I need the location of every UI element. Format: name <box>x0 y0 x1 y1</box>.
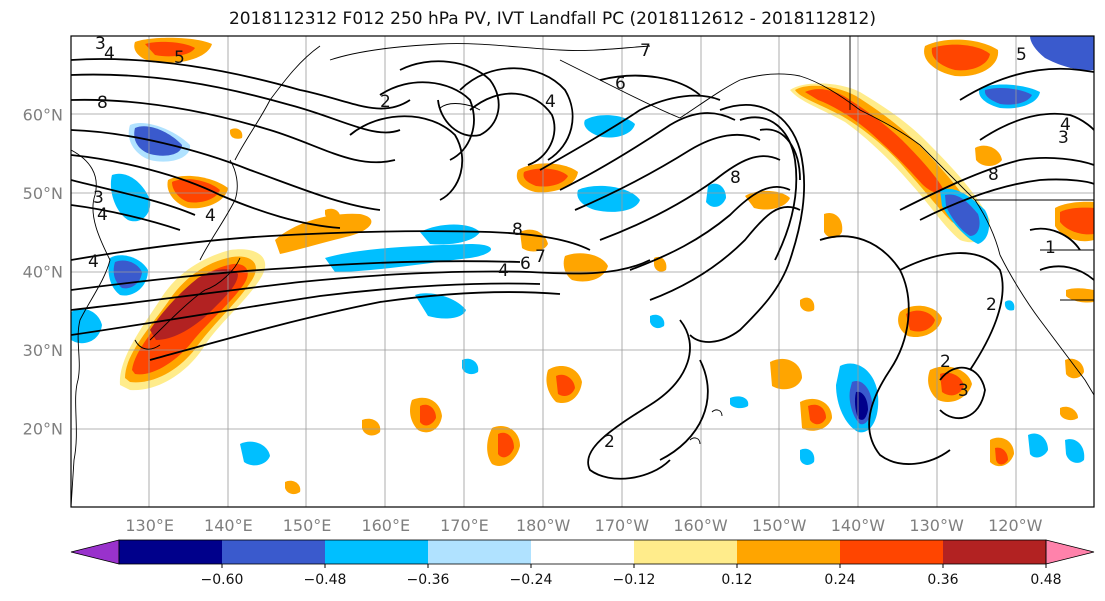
latitude-tick-label: 20°N <box>23 420 63 439</box>
map-title: 2018112312 F012 250 hPa PV, IVT Landfall… <box>228 9 876 29</box>
contour-label: 8 <box>988 165 999 185</box>
longitude-tick-label: 140°W <box>831 516 886 535</box>
contour-label: 4 <box>545 92 556 112</box>
colorbar-tick-label: 0.36 <box>927 572 958 588</box>
contour-label: 1 <box>1045 238 1056 258</box>
contour-label: 2 <box>380 92 391 112</box>
colorbar-segment <box>943 540 1047 564</box>
contour-label: 8 <box>512 220 523 240</box>
longitude-tick-label: 170°E <box>440 516 489 535</box>
colorbar-segment <box>222 540 326 564</box>
longitude-tick-label: 150°W <box>752 516 807 535</box>
colorbar-segment <box>531 540 635 564</box>
contour-label: 2 <box>940 352 951 372</box>
contour-label: 8 <box>97 93 108 113</box>
colorbar-tick-label: −0.36 <box>407 572 450 588</box>
contour-label: 2 <box>986 295 997 315</box>
contour-label: 3 <box>95 34 106 54</box>
colorbar <box>70 539 1095 565</box>
longitude-tick-label: 160°E <box>361 516 410 535</box>
contour-label: 7 <box>640 41 651 61</box>
contour-label: 3 <box>958 381 969 401</box>
colorbar-tick-label: 0.48 <box>1030 572 1061 588</box>
contour-label: 5 <box>174 48 185 68</box>
colorbar-tick-label: −0.48 <box>304 572 347 588</box>
contour-label: 3 <box>1058 128 1069 148</box>
contour-label: 7 <box>535 247 546 267</box>
ivt-contours <box>71 58 1094 480</box>
contour-label: 6 <box>520 254 531 274</box>
colorbar-segment <box>737 540 841 564</box>
contour-label: 4 <box>97 205 108 225</box>
latitude-tick-label: 60°N <box>23 106 63 125</box>
longitude-tick-label: 140°E <box>204 516 253 535</box>
colorbar-tick-label: 0.24 <box>824 572 855 588</box>
contour-label: 5 <box>1016 45 1027 65</box>
map-frame <box>70 35 1095 508</box>
colorbar-extension-high <box>1045 539 1095 565</box>
longitude-tick-label: 120°W <box>988 516 1043 535</box>
contour-label: 2 <box>604 432 615 452</box>
contour-label: 4 <box>1060 115 1071 135</box>
contour-label: 4 <box>205 206 216 226</box>
colorbar-segment <box>634 540 738 564</box>
colorbar-extension-low <box>70 539 120 565</box>
contour-label: 3 <box>93 188 104 208</box>
latitude-tick-label: 40°N <box>23 263 63 282</box>
longitude-tick-label: 170°W <box>595 516 650 535</box>
contour-label: 4 <box>88 252 99 272</box>
longitude-tick-label: 180°W <box>516 516 571 535</box>
contour-label: 8 <box>730 168 741 188</box>
contour-label: 4 <box>498 261 509 281</box>
contour-label: 4 <box>104 44 115 64</box>
colorbar-outline <box>118 539 1047 565</box>
gridlines <box>71 36 1094 507</box>
latitude-tick-label: 50°N <box>23 184 63 203</box>
contour-labels: 3 4 5 8 3 4 4 4 2 4 6 7 8 6 7 4 8 8 1 3 … <box>88 34 1071 452</box>
longitude-tick-label: 130°E <box>125 516 174 535</box>
latitude-labels: 20°N 30°N 40°N 50°N 60°N <box>23 106 63 439</box>
contour-label: 6 <box>615 74 626 94</box>
longitude-tick-label: 160°W <box>673 516 728 535</box>
colorbar-segment <box>840 540 944 564</box>
longitude-labels: 130°E 140°E 150°E 160°E 170°E 180°W 170°W 160°W… <box>125 516 1042 535</box>
colorbar-tick-label: −0.24 <box>510 572 553 588</box>
colorbar-tick-label: −0.60 <box>201 572 244 588</box>
colorbar-tick-labels: −0.60 −0.48 −0.36 −0.24 −0.12 0.12 0.24 0.36 0.4… <box>201 564 1062 588</box>
colorbar-segment <box>428 540 532 564</box>
colorbar-segment <box>119 540 223 564</box>
colorbar-tick-label: −0.12 <box>613 572 656 588</box>
longitude-tick-label: 130°W <box>909 516 964 535</box>
longitude-tick-label: 150°E <box>283 516 332 535</box>
colorbar-tick-label: 0.12 <box>721 572 752 588</box>
latitude-tick-label: 30°N <box>23 341 63 360</box>
colorbar-segment <box>325 540 429 564</box>
